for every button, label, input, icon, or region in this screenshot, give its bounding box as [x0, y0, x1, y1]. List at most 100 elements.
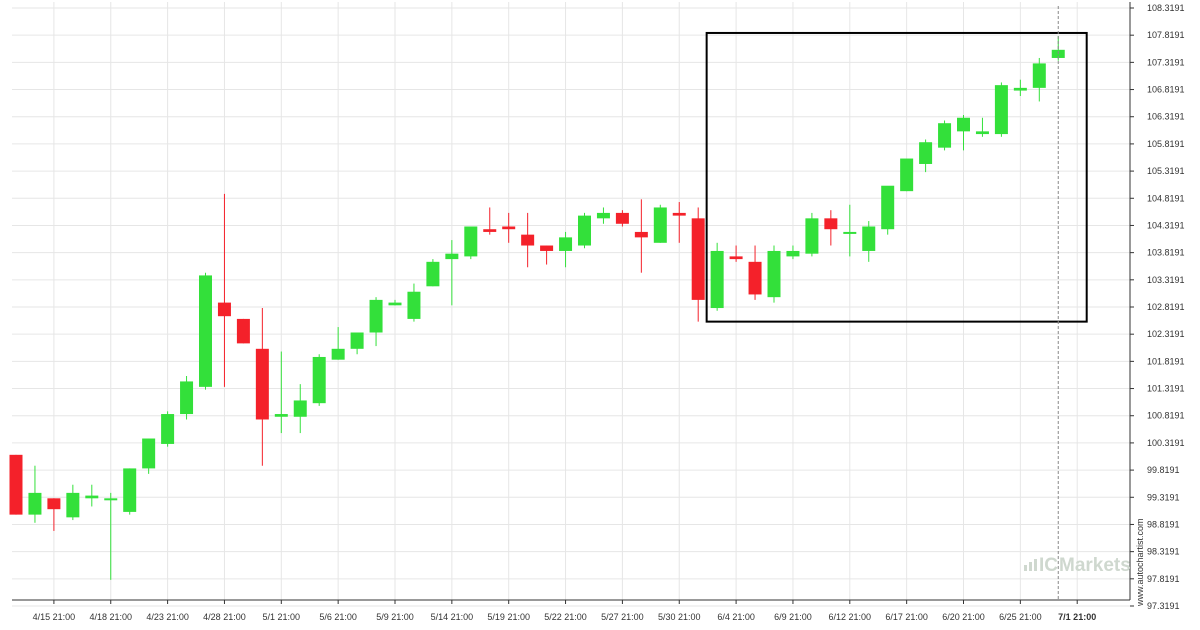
- y-tick-label: 103.8191: [1147, 248, 1185, 258]
- logo-bar-1: [1024, 565, 1027, 571]
- candle: [180, 375, 194, 420]
- candle: [919, 139, 933, 173]
- candle-body: [66, 492, 80, 518]
- candle-body: [672, 212, 686, 216]
- candle: [521, 212, 535, 268]
- y-tick-label: 106.8191: [1147, 85, 1185, 95]
- candle-body: [786, 250, 800, 257]
- candle: [994, 82, 1008, 137]
- x-tick-label: 5/14 21:00: [431, 612, 474, 622]
- candle: [900, 158, 914, 192]
- candle-body: [653, 207, 667, 243]
- y-tick-label: 103.3191: [1147, 275, 1185, 285]
- candle: [615, 210, 629, 227]
- candle: [85, 484, 99, 507]
- x-tick-label: 5/22 21:00: [544, 612, 587, 622]
- candle-body: [47, 498, 61, 510]
- candle-body: [578, 215, 591, 246]
- y-tick-label: 107.8191: [1147, 30, 1185, 40]
- x-tick-label: 4/23 21:00: [146, 612, 189, 622]
- x-tick-label: 6/4 21:00: [717, 612, 755, 622]
- axes-layer: [12, 2, 1134, 607]
- candle-body: [274, 414, 288, 417]
- candle-body: [350, 332, 364, 349]
- candle: [653, 204, 667, 243]
- candle-body: [331, 348, 345, 360]
- y-tick-label: 99.3191: [1147, 492, 1180, 502]
- candle: [199, 272, 212, 390]
- candle-body: [464, 226, 478, 257]
- x-tick-label: 6/25 21:00: [999, 612, 1042, 622]
- candle-body: [161, 414, 175, 444]
- y-tick-label: 108.3191: [1147, 3, 1185, 13]
- candle: [142, 438, 156, 474]
- candle-body: [805, 218, 819, 254]
- candle: [767, 245, 781, 303]
- candle: [217, 193, 231, 387]
- x-tick-label: 5/30 21:00: [658, 612, 701, 622]
- candle-body: [862, 226, 876, 251]
- y-tick-label: 97.8191: [1147, 574, 1180, 584]
- candle: [9, 454, 23, 515]
- candle: [748, 245, 762, 300]
- candle: [634, 199, 648, 273]
- candle: [350, 332, 364, 355]
- candle: [426, 259, 440, 287]
- candle: [47, 498, 61, 531]
- grid-lines: [12, 2, 1130, 607]
- candle-body: [199, 275, 212, 387]
- x-tick-label: 4/18 21:00: [89, 612, 132, 622]
- y-tick-label: 98.3191: [1147, 547, 1180, 557]
- y-tick-label: 98.8191: [1147, 519, 1180, 529]
- candle-body: [615, 212, 629, 224]
- x-tick-label: 5/27 21:00: [601, 612, 644, 622]
- candle-body: [388, 302, 402, 306]
- candles-layer: [9, 36, 1065, 580]
- x-tick-label: 6/12 21:00: [829, 612, 872, 622]
- y-tick-label: 101.8191: [1147, 356, 1185, 366]
- candle: [596, 207, 610, 224]
- candle: [104, 492, 118, 580]
- candle: [975, 117, 989, 137]
- candle: [66, 484, 80, 521]
- candle: [729, 245, 743, 262]
- logo-bar-3: [1034, 559, 1037, 571]
- y-tick-label: 107.3191: [1147, 57, 1185, 67]
- candle-body: [1032, 63, 1046, 88]
- candle: [407, 283, 421, 322]
- candle-body: [919, 142, 933, 164]
- candle: [805, 212, 819, 257]
- candle: [540, 245, 554, 265]
- candle-body: [824, 218, 838, 230]
- candle: [312, 354, 326, 406]
- x-tick-label: 5/6 21:00: [319, 612, 357, 622]
- candle-body: [957, 117, 970, 132]
- candle: [938, 120, 952, 151]
- candle-body: [293, 400, 307, 417]
- candle: [862, 221, 876, 262]
- candle-body: [994, 85, 1008, 135]
- y-tick-label: 101.3191: [1147, 384, 1185, 394]
- pattern-box-layer: [705, 31, 1088, 323]
- candle-body: [502, 226, 516, 230]
- candle: [824, 210, 838, 246]
- candle-body: [710, 250, 724, 309]
- candle-body: [483, 229, 497, 232]
- candle: [483, 207, 497, 235]
- tick-labels-layer: 108.3191 107.8191 107.3191 106.8191 106.3191…: [33, 3, 1185, 622]
- candle: [957, 115, 970, 151]
- candle-body: [900, 158, 914, 192]
- x-tick-label: 5/19 21:00: [487, 612, 530, 622]
- x-tick-label: 4/15 21:00: [33, 612, 76, 622]
- candle-body: [104, 498, 118, 501]
- candle-body: [142, 438, 156, 469]
- candle: [369, 297, 383, 347]
- y-tick-label: 100.8191: [1147, 411, 1185, 421]
- candle-body: [843, 231, 857, 234]
- x-tick-label: 6/20 21:00: [942, 612, 985, 622]
- candle: [123, 468, 137, 515]
- candle: [28, 465, 42, 523]
- x-tick-label: 6/17 21:00: [885, 612, 928, 622]
